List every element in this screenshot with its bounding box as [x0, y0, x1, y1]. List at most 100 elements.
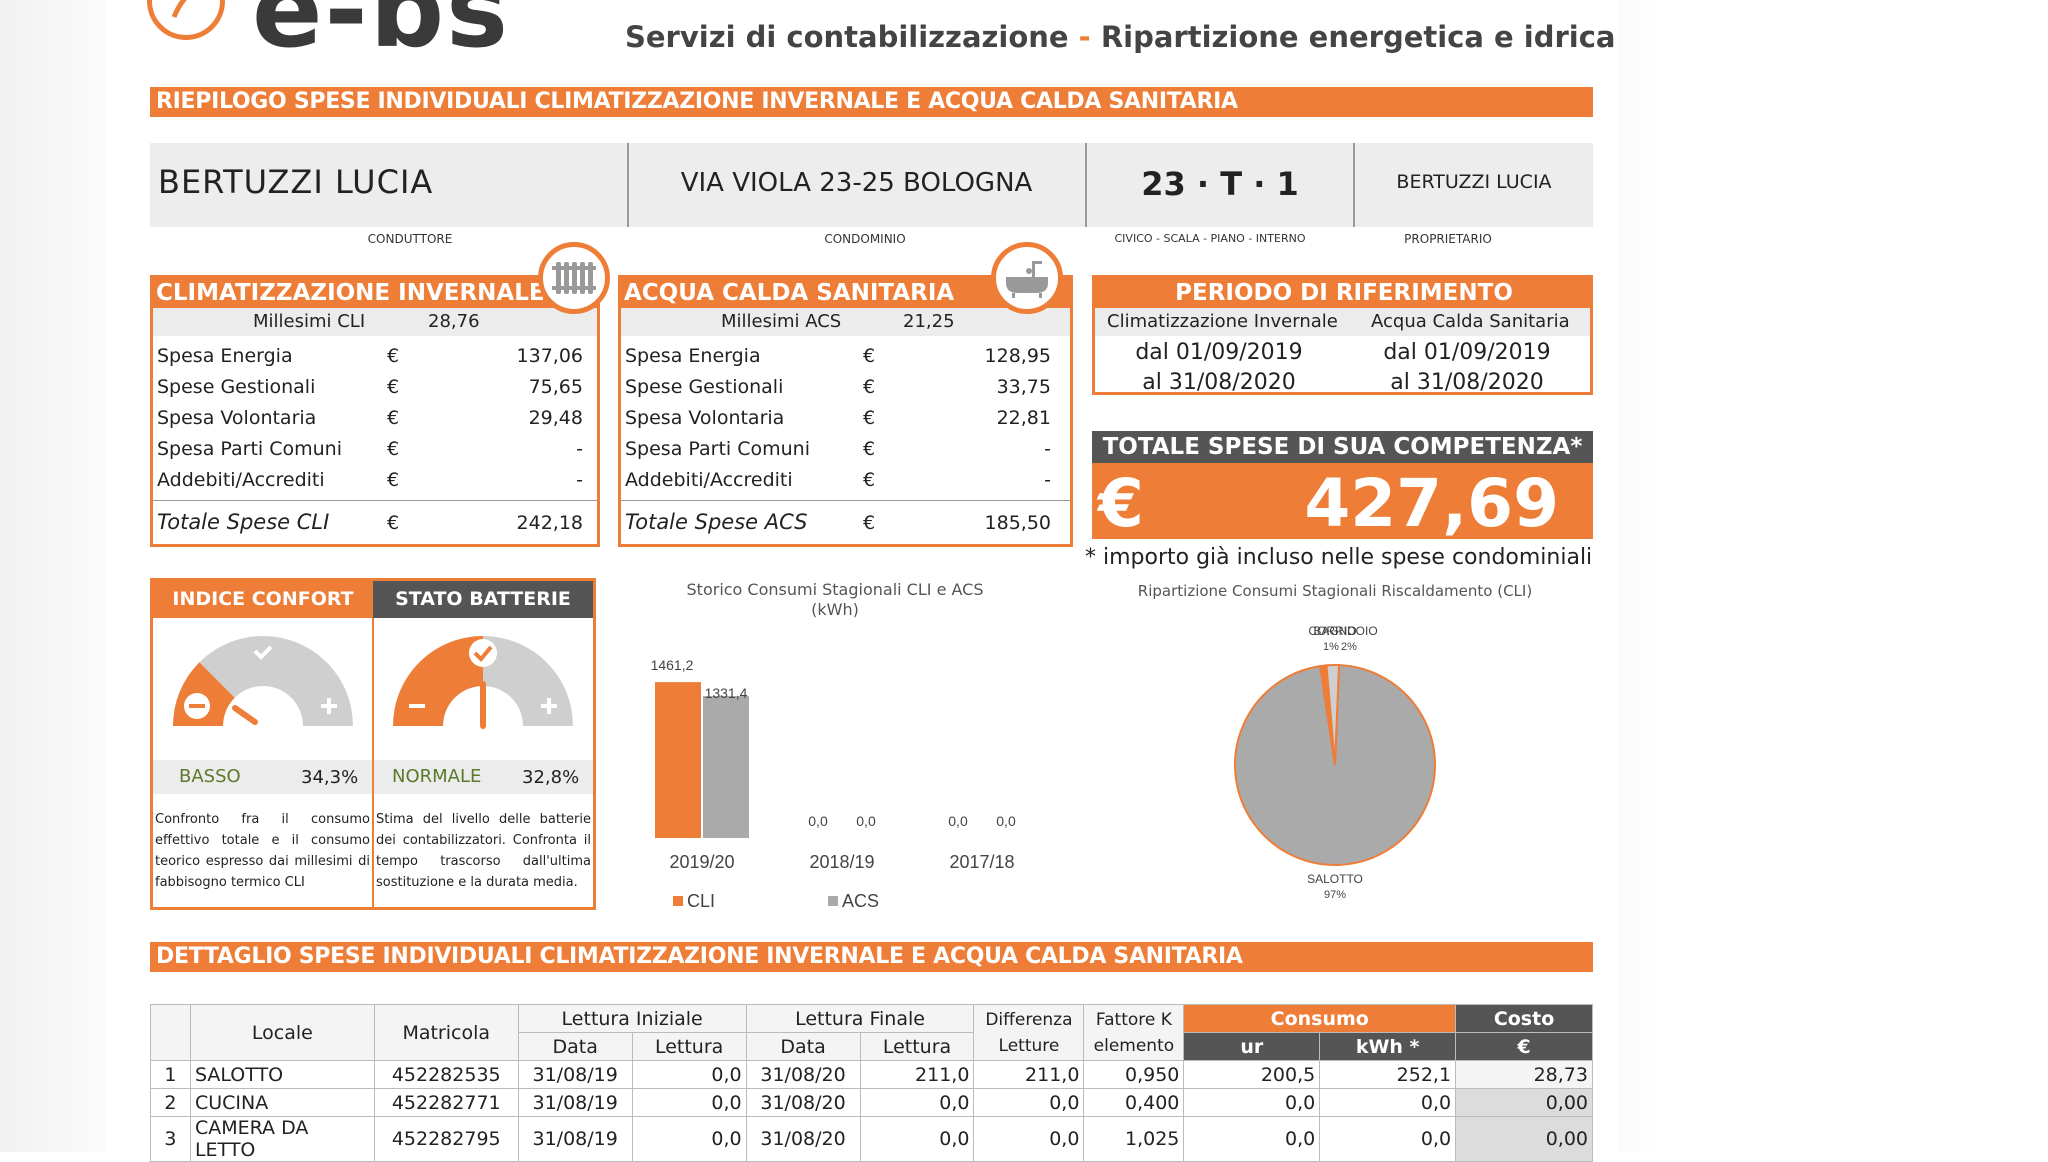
- detail-table: Locale Matricola Lettura Iniziale Lettur…: [150, 1004, 1593, 1162]
- header-data-finale: Data: [745, 1032, 861, 1061]
- cell-diff: 0,0: [973, 1116, 1085, 1162]
- acs-cost-currency: €: [863, 407, 876, 429]
- cell-l2: 211,0: [859, 1060, 975, 1089]
- periodo-col-cli: Climatizzazione Invernale: [1107, 311, 1338, 332]
- info-strip: BERTUZZI LUCIA VIA VIOLA 23-25 BOLOGNA 2…: [150, 143, 1593, 227]
- acs-total-currency: €: [863, 512, 876, 534]
- divider: [621, 500, 1070, 501]
- totale-amount-box: € 427,69: [1092, 463, 1593, 542]
- pie-percent: 2%: [1341, 641, 1357, 653]
- cell-d2: 31/08/20: [745, 1060, 861, 1089]
- pie-label: CORRIDOIO: [1308, 624, 1377, 638]
- cell-kwh: 0,0: [1319, 1116, 1457, 1162]
- periodo-col-acs: Acqua Calda Sanitaria: [1371, 311, 1570, 332]
- data-label: 0,0: [996, 813, 1016, 829]
- cli-cost-label: Spese Gestionali: [157, 376, 316, 398]
- acs-cost-value: 128,95: [984, 345, 1051, 367]
- cli-cost-value: -: [576, 469, 583, 491]
- bar-chart-title-text: Storico Consumi Stagionali CLI e ACS: [686, 580, 984, 599]
- acs-cost-label: Spesa Energia: [625, 345, 761, 367]
- cli-cost-label: Addebiti/Accrediti: [157, 469, 325, 491]
- page-shadow-right: [1618, 0, 1658, 1152]
- totale-title: TOTALE SPESE DI SUA COMPETENZA*: [1092, 431, 1593, 463]
- cell-l2: 0,0: [859, 1088, 975, 1117]
- confort-gauge: [173, 636, 353, 726]
- data-label: 1331,4: [705, 685, 748, 701]
- bar-chart-subtitle: (kWh): [811, 600, 859, 619]
- tagline-dash: -: [1068, 20, 1101, 54]
- cli-cost-value: 137,06: [516, 345, 583, 367]
- cli-millesimi-row: Millesimi CLI 28,76: [153, 308, 597, 336]
- data-label: 1461,2: [651, 657, 694, 673]
- radiator-glyph-icon: [552, 262, 596, 294]
- cli-panel: CLIMATIZZAZIONE INVERNALE Millesimi CLI …: [150, 275, 600, 547]
- header-lettura-iniziale: Lettura Iniziale: [517, 1004, 747, 1033]
- header-kwh: kWh *: [1319, 1032, 1457, 1061]
- confort-level: BASSO: [179, 766, 241, 787]
- cell-diff: 211,0: [973, 1060, 1085, 1089]
- cell-costo: 0,00: [1455, 1088, 1593, 1117]
- cell-ur: 0,0: [1183, 1088, 1321, 1117]
- cli-millesimi-value: 28,76: [428, 311, 480, 332]
- totale-currency: €: [1098, 465, 1144, 542]
- cli-cost-currency: €: [387, 469, 400, 491]
- tagline-right: Ripartizione energetica e idrica: [1100, 20, 1616, 54]
- cell-k: 1,025: [1083, 1116, 1185, 1162]
- bar-chart-title: Storico Consumi Stagionali CLI e ACS (kW…: [625, 580, 1045, 620]
- acs-cost-value: -: [1044, 438, 1051, 460]
- acs-total-value: 185,50: [984, 512, 1051, 534]
- bathtub-glyph-icon: [1006, 261, 1048, 298]
- acs-cost-value: 33,75: [996, 376, 1051, 398]
- cell-matricola: 452282535: [373, 1060, 519, 1089]
- bar-acs: [703, 695, 749, 838]
- acs-millesimi-row: Millesimi ACS 21,25: [621, 308, 1070, 336]
- data-label: 0,0: [948, 813, 968, 829]
- cell-d1: 31/08/19: [517, 1116, 633, 1162]
- cli-cost-label: Spesa Parti Comuni: [157, 438, 342, 460]
- page-shadow-left: [0, 0, 105, 1152]
- batterie-level-row: NORMALE 32,8%: [374, 760, 593, 794]
- condominio-address: VIA VIOLA 23-25 BOLOGNA: [680, 168, 1033, 198]
- acs-cost-label: Spese Gestionali: [625, 376, 784, 398]
- confort-level-row: BASSO 34,3%: [153, 760, 372, 794]
- acs-cost-label: Addebiti/Accrediti: [625, 469, 793, 491]
- cell-l2: 0,0: [859, 1116, 975, 1162]
- cell-n: 3: [150, 1116, 191, 1162]
- header-lettura-iniziale-val: Lettura: [631, 1032, 747, 1061]
- acs-total-label: Totale Spese ACS: [625, 510, 808, 534]
- cli-millesimi-label: Millesimi CLI: [253, 311, 366, 332]
- cli-total-value: 242,18: [516, 512, 583, 534]
- caption-civico: CIVICO - SCALA - PIANO - INTERNO: [1114, 232, 1306, 245]
- acs-cost-currency: €: [863, 438, 876, 460]
- acs-cost-label: Spesa Parti Comuni: [625, 438, 810, 460]
- tagline-left: Servizi di contabilizzazione: [625, 20, 1069, 54]
- civico-code: 23 · T · 1: [1141, 165, 1299, 203]
- header-data-iniziale: Data: [517, 1032, 633, 1061]
- cell-costo: 0,00: [1455, 1116, 1593, 1162]
- header-locale: Locale: [189, 1004, 375, 1061]
- cell-k: 0,400: [1083, 1088, 1185, 1117]
- pie-percent: 1%: [1323, 641, 1339, 653]
- category-label: 2019/20: [669, 852, 734, 872]
- cell-d2: 31/08/20: [745, 1088, 861, 1117]
- totale-note: * importo già incluso nelle spese condom…: [1085, 545, 1593, 570]
- cell-locale: CAMERA DA LETTO: [189, 1116, 375, 1162]
- bar-cli: [655, 682, 701, 838]
- batterie-gauge: [393, 636, 573, 729]
- divider: [372, 618, 374, 907]
- tagline: Servizi di contabilizzazione - Ripartizi…: [625, 20, 1616, 54]
- cell-kwh: 0,0: [1319, 1088, 1457, 1117]
- totale-value: 427,69: [1304, 465, 1559, 542]
- header-differenza: Differenza Letture: [973, 1004, 1085, 1061]
- header-ur: ur: [1183, 1032, 1321, 1061]
- cell-ur: 0,0: [1183, 1116, 1321, 1162]
- legend-swatch: [673, 896, 683, 906]
- cell-locale: SALOTTO: [189, 1060, 375, 1089]
- bill-document: e-bs Servizi di contabilizzazione - Ripa…: [105, 0, 1618, 1162]
- logo-text: e-bs: [252, 0, 511, 71]
- cell-n: 1: [150, 1060, 191, 1089]
- confort-percent: 34,3%: [301, 767, 359, 788]
- conduttore-name: BERTUZZI LUCIA: [158, 163, 434, 201]
- header-consumo: Consumo: [1183, 1004, 1457, 1033]
- gauges-panel: INDICE CONFORT STATO BATTERIE BASSO 34,3…: [150, 578, 596, 910]
